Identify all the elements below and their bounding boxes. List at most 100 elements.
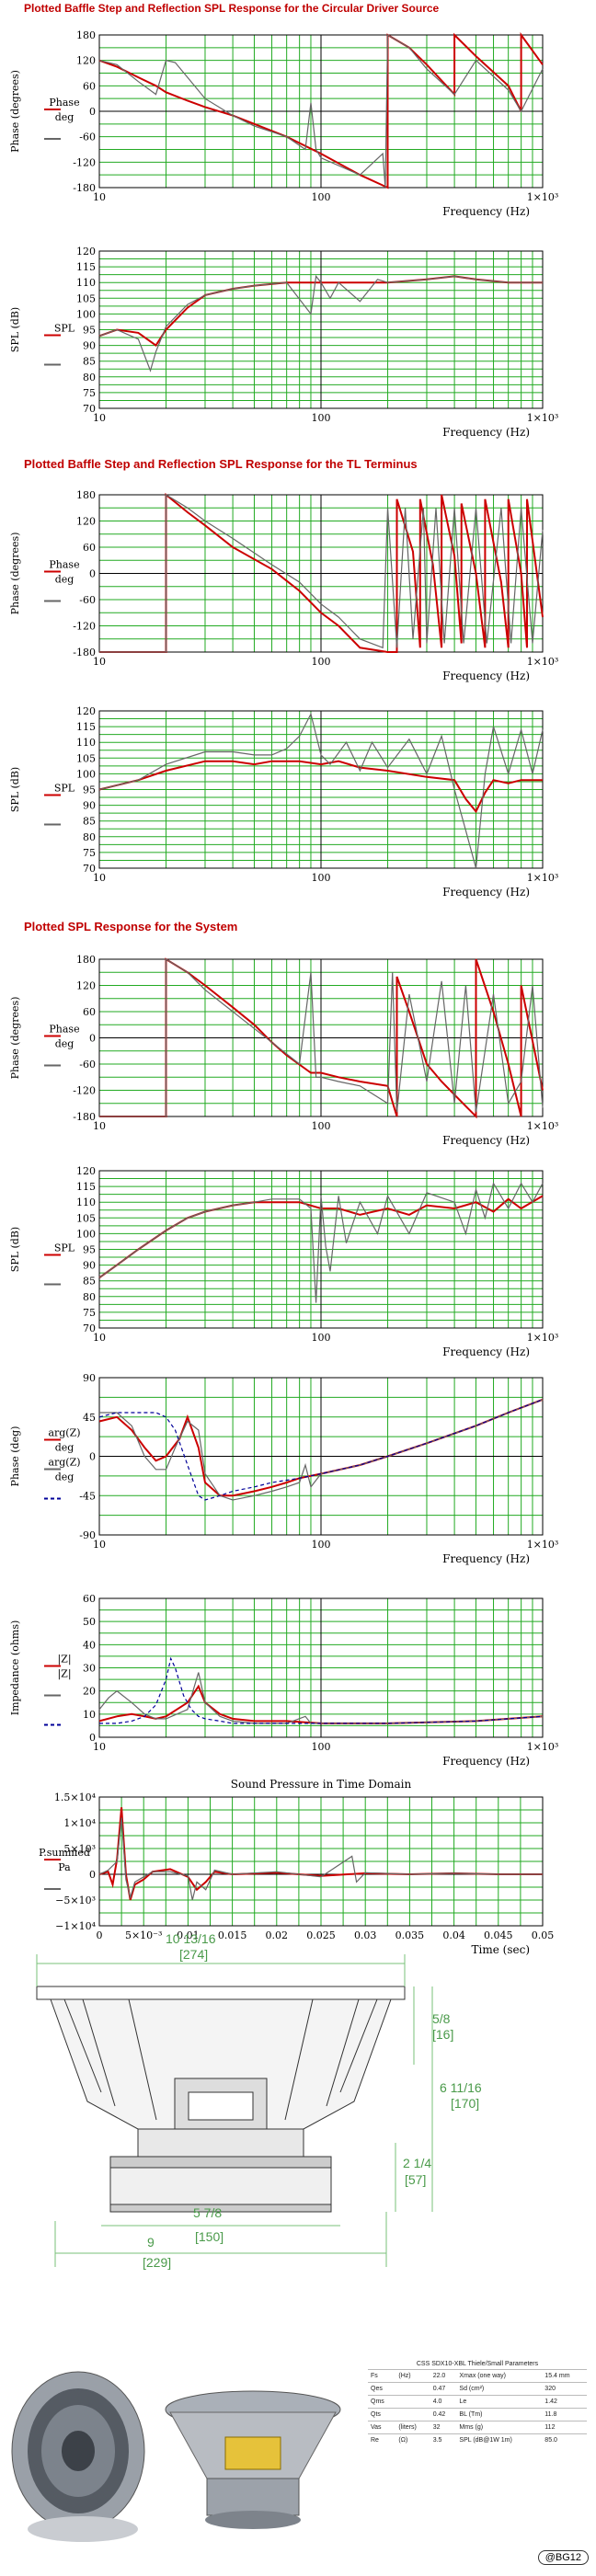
x-axis-label: Frequency (Hz): [442, 1134, 530, 1147]
y-tick-label: 180: [76, 29, 96, 41]
legend: arg(Z) deg arg(Z) deg: [44, 1427, 81, 1500]
series-line-gray: [98, 1817, 543, 1901]
y-tick-label: 100: [76, 768, 96, 780]
y-tick-label: 0: [89, 1033, 96, 1045]
y-axis-label: Phase (degrees): [9, 997, 21, 1080]
driver-photos: [0, 2341, 596, 2572]
y-axis-label: Phase (degrees): [9, 70, 21, 153]
legend: Phase deg: [44, 1024, 80, 1067]
system-phase-svg: -180 -120 -60 0 60 120 180 10 100 1×10³ Frequency …: [9, 954, 558, 1147]
y-tick-label: -180: [73, 647, 96, 658]
y-tick-label: 20: [83, 1686, 96, 1698]
x-tick-label: 1×10³: [527, 872, 559, 884]
section-title-system: Plotted SPL Response for the System: [24, 920, 238, 933]
plot-frame: [98, 34, 544, 189]
x-tick-label: 0.025: [306, 1929, 336, 1941]
chart-system-spl: 70 75 80 85 90 95 100 105 110 115 120 10 100 1×10³ Fre…: [0, 1163, 596, 1361]
driver-photo-side: [165, 2390, 341, 2529]
legend-label: deg: [55, 1471, 74, 1483]
legend: SPL: [44, 783, 75, 826]
x-axis-label: Frequency (Hz): [442, 205, 530, 218]
y-tick-label: 50: [83, 1616, 96, 1628]
x-tick-label: 1×10³: [527, 191, 559, 203]
x-tick-label: 1×10³: [527, 656, 559, 668]
x-tick-label: 100: [312, 1539, 331, 1551]
x-axis-label: Frequency (Hz): [442, 1755, 530, 1768]
y-axis-label: SPL (dB): [9, 307, 21, 352]
series-line-gray: [98, 1182, 544, 1303]
legend-label: deg: [55, 1038, 74, 1050]
driver-spl-svg: 70 75 80 85 90 95 100 105 110 115 120 10 100 1×10³ Fre…: [9, 246, 558, 439]
y-tick-label: -120: [73, 621, 96, 633]
y-tick-label: 1×10⁴: [63, 1817, 96, 1829]
y-tick-label: 0: [89, 1869, 96, 1881]
plot-frame: [98, 958, 544, 1117]
y-tick-label: 90: [83, 340, 96, 352]
chart-impedance-mag: 0 10 20 30 40 50 60 10 100 1×10³ Frequency (Hz) Imp…: [0, 1591, 596, 1770]
driver-photo-front: [11, 2371, 145, 2542]
series-line-gray: [98, 712, 544, 869]
grid: [98, 1796, 544, 1927]
y-tick-label: 90: [83, 800, 96, 812]
y-axis-label: Impedance (ohms): [9, 1620, 21, 1716]
chart-impedance-phase: -90 -45 0 45 90 10 100 1×10³ Frequency (Hz) Phase…: [0, 1370, 596, 1568]
legend-label: |Z|: [57, 1668, 71, 1681]
y-tick-label: 70: [83, 1322, 96, 1334]
y-tick-label: −1×10⁴: [55, 1920, 96, 1932]
x-axis-label: Time (sec): [472, 1943, 530, 1956]
y-tick-label: 100: [76, 308, 96, 320]
specs-title: CSS SDX10-XBL Thiele/Small Parameters: [416, 2361, 539, 2367]
x-axis-label: Frequency (Hz): [442, 1345, 530, 1358]
y-tick-label: 75: [83, 847, 96, 859]
x-tick-label: 0: [97, 1929, 103, 1941]
y-axis-label: SPL (dB): [9, 1227, 21, 1272]
y-tick-label: -180: [73, 182, 96, 194]
series-line-blue: [98, 1399, 544, 1501]
magnet-top-plate: [137, 2128, 304, 2158]
x-tick-label: 100: [312, 1741, 331, 1753]
x-axis-label: Frequency (Hz): [442, 1552, 530, 1565]
y-tick-label: 45: [83, 1412, 96, 1424]
y-tick-label: 105: [76, 752, 96, 764]
y-tick-label: 60: [83, 1593, 96, 1605]
tl-phase-svg: -180 -120 -60 0 60 120 180 10 100 1×10³ Frequency …: [9, 489, 559, 682]
y-tick-label: 110: [76, 277, 96, 289]
section-title-driver: Plotted Baffle Step and Reflection SPL R…: [24, 2, 440, 15]
legend-label: deg: [55, 1442, 74, 1454]
y-tick-label: 115: [76, 721, 96, 733]
legend-label: deg: [55, 111, 74, 123]
tl-spl-svg: 70 75 80 85 90 95 100 105 110 115 120 10 100 1×10³ Fre…: [9, 705, 559, 899]
x-tick-label: 10: [93, 191, 106, 203]
legend-label: |Z|: [57, 1654, 71, 1666]
table-row: Qes 0.47 Sd (cm²) 320: [368, 2382, 587, 2396]
legend: SPL: [44, 323, 75, 366]
dim-base-mm: [229]: [143, 2255, 171, 2270]
y-tick-label: 80: [83, 831, 96, 843]
y-tick-label: 5×10³: [63, 1843, 96, 1855]
y-tick-label: -60: [79, 132, 96, 143]
legend-label: arg(Z): [48, 1457, 80, 1469]
series-line-red: [98, 760, 543, 814]
y-tick-label: -180: [73, 1111, 96, 1123]
x-tick-label: 0.045: [484, 1929, 513, 1941]
y-tick-label: 90: [83, 1260, 96, 1272]
thiele-small-table: CSS SDX10-XBL Thiele/Small Parameters Fs…: [368, 2359, 587, 2446]
y-tick-label: 180: [76, 489, 96, 501]
x-tick-label: 100: [312, 412, 331, 424]
table-row: Qts 0.42 BL (Tm) 11.8: [368, 2408, 587, 2421]
x-axis-label: Frequency (Hz): [442, 426, 530, 439]
plot-frame: [98, 1170, 544, 1329]
legend: |Z| |Z|: [44, 1654, 72, 1726]
y-tick-label: -60: [79, 594, 96, 606]
y-tick-label: 70: [83, 403, 96, 415]
section-title-tl: Plotted Baffle Step and Reflection SPL R…: [24, 457, 418, 471]
legend-label: Pa: [58, 1861, 71, 1873]
dim-depth-mm: [170]: [451, 2096, 479, 2111]
y-tick-label: 0: [89, 1732, 96, 1744]
chart-tl-spl: 70 75 80 85 90 95 100 105 110 115 120 10 100 1×10³ Fre…: [0, 704, 596, 901]
dim-depth-label: 6 11/16: [440, 2080, 482, 2095]
y-tick-label: 105: [76, 292, 96, 304]
dim-base-label: 9: [147, 2235, 155, 2250]
legend-label: SPL: [54, 783, 75, 795]
legend: P.summed Pa: [39, 1847, 90, 1890]
